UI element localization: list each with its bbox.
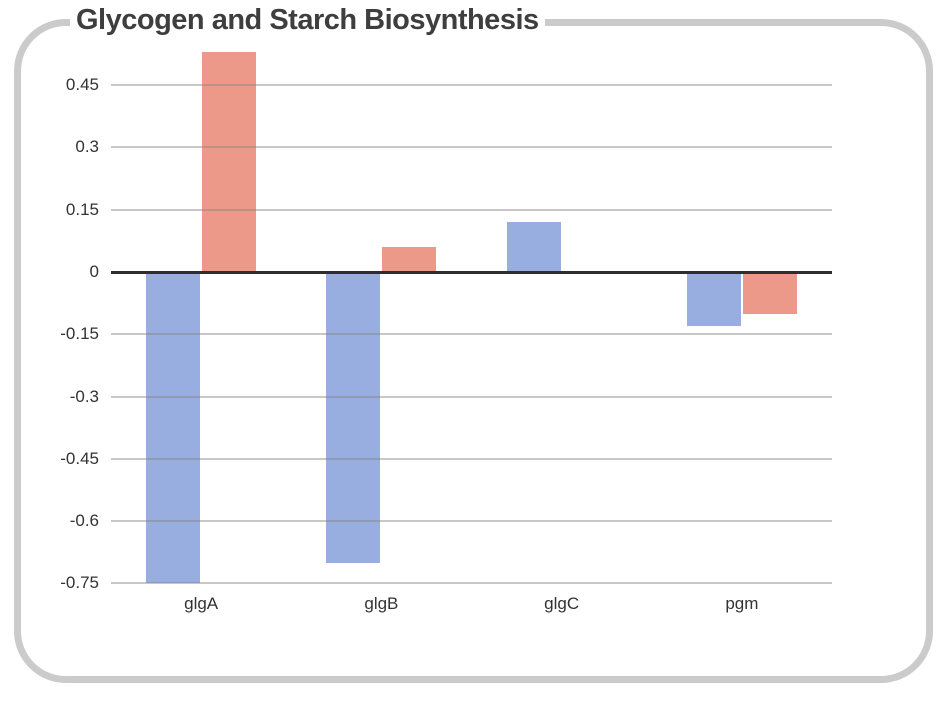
gridline--0.45 — [111, 457, 832, 460]
y-tick-label--0.6: -0.6 — [69, 511, 99, 531]
y-tick-label--0.45: -0.45 — [60, 448, 99, 468]
bar-glgB-blue — [326, 272, 381, 563]
bar-pgm-salmon — [742, 272, 797, 314]
gridline-0.45 — [111, 84, 832, 87]
gridline--0.3 — [111, 395, 832, 398]
gridline--0.75 — [111, 582, 832, 585]
y-tick-label-0.15: 0.15 — [65, 199, 99, 219]
bar-glgA-blue — [146, 272, 201, 584]
y-tick-label--0.15: -0.15 — [60, 324, 99, 344]
x-category-label-pgm: pgm — [725, 594, 759, 613]
gridline--0.6 — [111, 520, 832, 523]
gridline-0.3 — [111, 146, 832, 149]
bar-pgm-blue — [686, 272, 741, 326]
y-tick-label-0.3: 0.3 — [75, 137, 99, 157]
gridline-0.15 — [111, 208, 832, 211]
x-category-label-glgA: glgA — [184, 594, 219, 613]
y-tick-label--0.3: -0.3 — [69, 386, 99, 406]
bar-glgA-salmon — [202, 51, 257, 272]
x-category-label-glgB: glgB — [364, 594, 399, 613]
zero-axis-line — [111, 270, 832, 274]
chart-title: Glycogen and Starch Biosynthesis — [70, 4, 545, 37]
gridline--0.15 — [111, 333, 832, 336]
y-tick-label-0.45: 0.45 — [65, 75, 99, 95]
bar-glgC-blue — [506, 222, 561, 272]
x-category-label-glgC: glgC — [544, 594, 580, 613]
bar-glgB-salmon — [382, 247, 437, 272]
y-tick-label--0.75: -0.75 — [60, 573, 99, 593]
y-tick-label-0: 0 — [89, 262, 99, 281]
